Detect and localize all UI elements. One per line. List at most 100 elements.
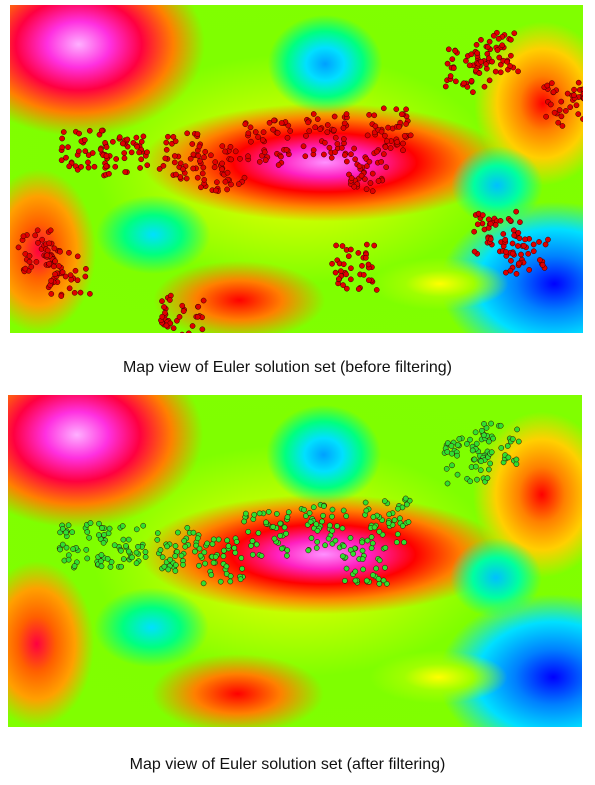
solution-point (456, 436, 463, 442)
solution-point (238, 555, 245, 561)
solution-point (463, 57, 469, 64)
solution-point (222, 178, 229, 185)
solution-point (371, 112, 378, 119)
solution-point (478, 458, 484, 465)
solution-point (194, 174, 201, 181)
solution-point (245, 153, 251, 160)
solution-point (65, 556, 72, 563)
solution-point (83, 546, 90, 553)
solution-point (327, 522, 333, 529)
solution-point (505, 454, 512, 461)
solution-point (333, 242, 339, 249)
solution-point (366, 158, 373, 165)
solution-point (66, 249, 72, 256)
solution-point (375, 178, 382, 184)
solution-point (48, 291, 55, 297)
solution-point (63, 544, 70, 551)
solution-point (46, 240, 53, 247)
solution-point (28, 263, 35, 270)
solution-point (154, 536, 161, 543)
solution-point (580, 86, 583, 92)
solution-point (516, 235, 523, 242)
solution-point (340, 543, 347, 549)
map-before (10, 5, 583, 333)
solution-point (104, 555, 111, 562)
solution-point (129, 554, 135, 561)
solution-point (252, 129, 259, 135)
solution-point (575, 111, 582, 117)
solution-point (33, 259, 40, 265)
solution-point (125, 536, 132, 543)
solution-point (370, 514, 377, 520)
solution-point (403, 106, 409, 113)
solution-point (478, 59, 484, 65)
solution-point (140, 133, 147, 140)
solution-point (198, 184, 204, 191)
solution-point (305, 119, 311, 126)
solution-point (351, 145, 357, 152)
solution-point (539, 262, 546, 268)
solution-point (334, 523, 340, 529)
solution-point (386, 511, 392, 518)
solution-point (310, 111, 317, 117)
solution-point (492, 222, 499, 228)
solution-point (403, 121, 409, 127)
solution-point (106, 170, 112, 177)
solution-point (359, 556, 366, 563)
solution-point (384, 138, 390, 144)
solution-point (504, 58, 511, 65)
solution-point (335, 276, 342, 282)
solution-point (165, 133, 171, 140)
solution-point (89, 150, 96, 156)
solution-point (343, 285, 350, 292)
anomaly (94, 587, 209, 668)
solution-point (39, 236, 45, 243)
solution-point (227, 573, 234, 579)
solution-point (172, 138, 179, 145)
solution-point (492, 68, 499, 75)
solution-point (530, 241, 537, 248)
solution-point (341, 120, 348, 127)
solution-point (251, 511, 258, 518)
solution-point (59, 135, 65, 142)
solution-point (208, 572, 215, 578)
solution-point (312, 124, 319, 131)
solution-point (348, 175, 355, 181)
solution-point (210, 536, 217, 543)
map-after (8, 395, 582, 727)
solution-point (178, 552, 185, 559)
solution-point (513, 270, 520, 277)
solution-point (355, 286, 362, 292)
solution-point (382, 144, 389, 150)
solution-point (283, 530, 289, 537)
solution-point (258, 552, 265, 559)
solution-point (138, 156, 145, 163)
solution-point (192, 548, 198, 555)
solution-point (378, 159, 385, 165)
solution-point (495, 35, 502, 42)
solution-point (70, 546, 76, 552)
solution-point (474, 50, 481, 56)
solution-point (278, 153, 284, 160)
solution-point (382, 132, 388, 139)
solution-point (571, 92, 577, 99)
solution-point (201, 549, 208, 556)
solution-point (278, 120, 285, 126)
solution-point (51, 263, 57, 270)
solution-point (194, 131, 201, 138)
solution-point (467, 436, 473, 443)
solution-point (179, 331, 185, 333)
solution-point (407, 132, 414, 139)
solution-point (82, 273, 89, 280)
caption: Map view of Euler solution set (after fi… (129, 756, 446, 773)
solution-point (103, 163, 110, 170)
solution-point (319, 518, 325, 525)
solution-point (98, 127, 105, 134)
solution-point (210, 559, 217, 566)
solution-point (376, 528, 383, 535)
solution-point (371, 242, 378, 249)
solution-point (48, 277, 54, 284)
solution-point (358, 172, 365, 179)
anomaly (8, 395, 204, 528)
